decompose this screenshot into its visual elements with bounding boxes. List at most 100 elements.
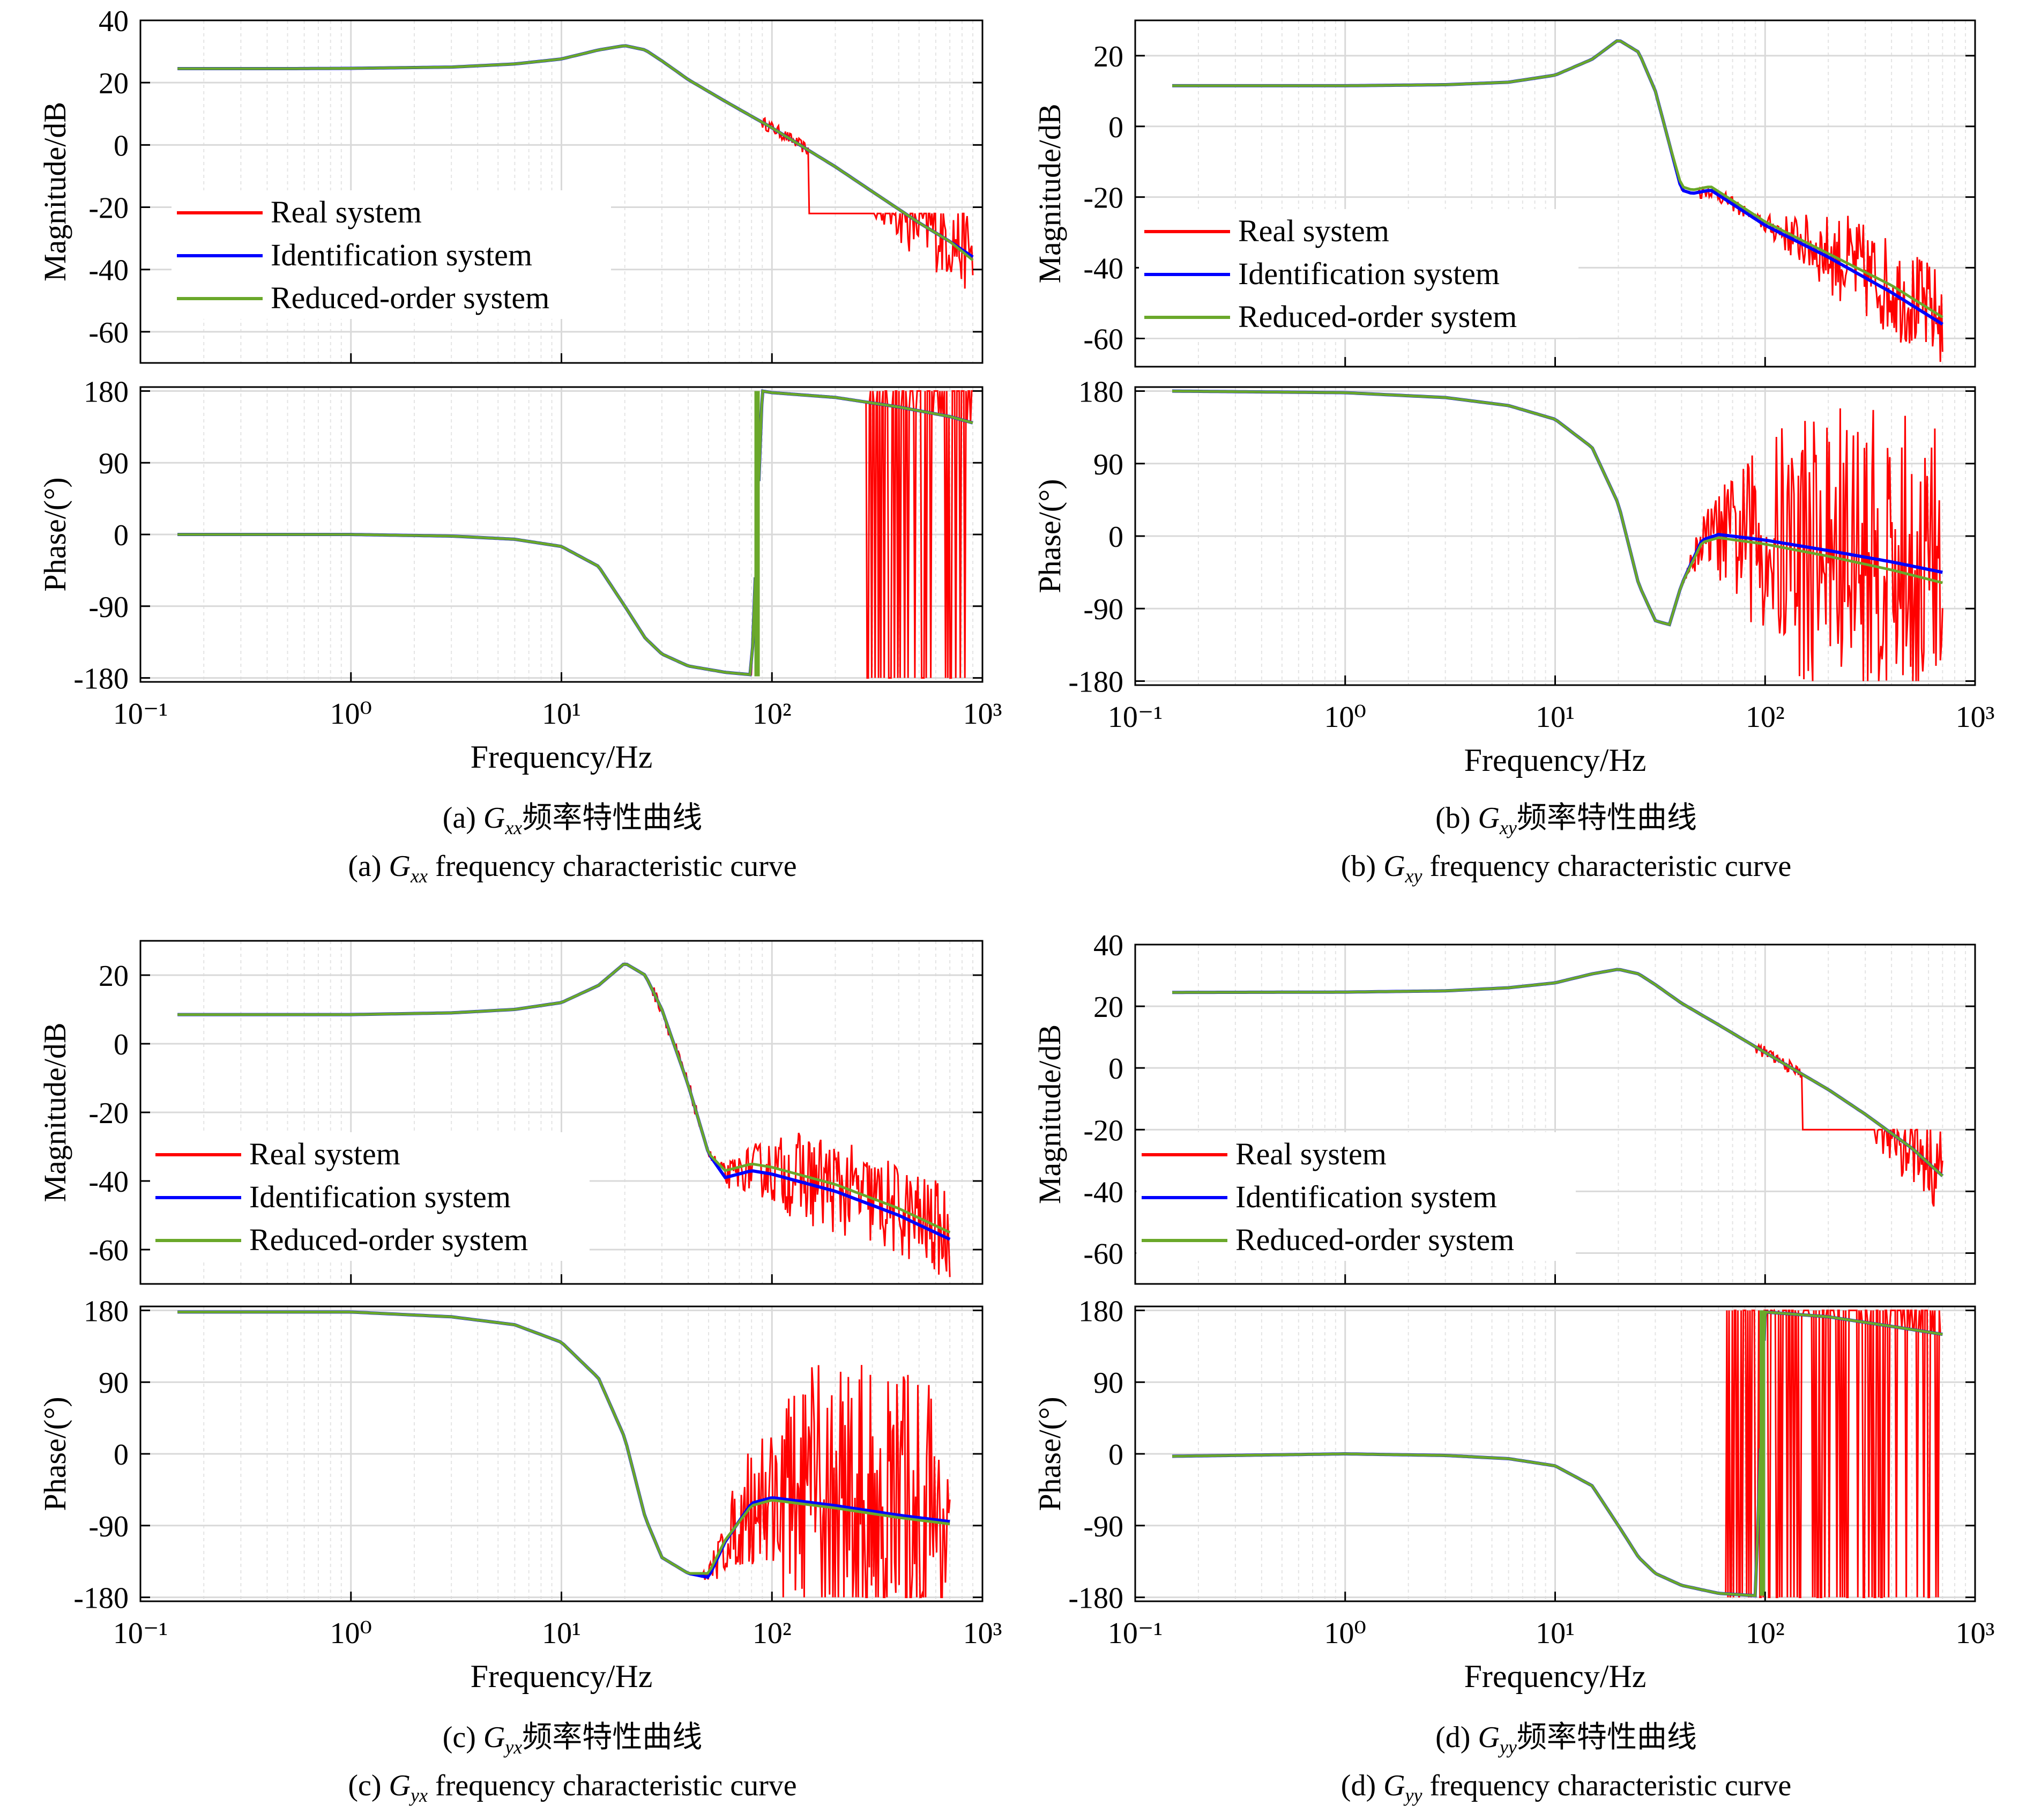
y-tick-label: -20	[88, 1097, 129, 1130]
y-tick-label: -90	[1083, 593, 1123, 626]
caption-b-symbol: Gxy	[1478, 801, 1517, 839]
x-tick-label: 10²	[1746, 1617, 1785, 1650]
legend-entry: Identification system	[1235, 1179, 1497, 1214]
x-tick-label: 10⁻¹	[1108, 1617, 1163, 1650]
y-tick-label: 90	[99, 1366, 129, 1400]
y-axis-label: Phase/(°)	[1032, 1396, 1067, 1511]
y-tick-label: -40	[88, 1165, 129, 1199]
x-tick-label: 10²	[753, 697, 792, 731]
x-tick-label: 10²	[753, 1617, 792, 1650]
x-tick-label: 10⁰	[1324, 701, 1366, 734]
x-tick-label: 10¹	[1536, 701, 1575, 734]
series-reduced-order-system-phase	[1172, 1310, 1943, 1598]
y-tick-label: 0	[114, 519, 129, 552]
plot-a-phase: 180 90 0 -90 -180 Phase/(°) 10⁻¹ 10⁰ 10¹ 10² 10³ Fr…	[38, 375, 1002, 775]
y-tick-label: -180	[73, 663, 129, 696]
plot-a-magnitude: 40 20 0 -20 -40 -60 Magnitude/dB Real system Ide…	[38, 5, 984, 364]
y-tick-label: 20	[1093, 991, 1123, 1024]
y-tick-label: 20	[99, 67, 129, 100]
caption-a-letter: (a)	[442, 801, 476, 835]
caption-a-cn: (a) Gxx频率特性曲线	[66, 793, 1079, 852]
caption-d-en: (d) Gyy frequency characteristic curve	[1340, 1769, 1792, 1807]
caption-c-cn: (c) Gyx频率特性曲线	[66, 1713, 1079, 1772]
caption-b-en: (b) Gxy frequency characteristic curve	[1340, 850, 1792, 887]
caption-c-cn-text: 频率特性曲线	[522, 1721, 703, 1754]
x-tick-label: 10⁰	[330, 697, 372, 731]
y-tick-label: -60	[1083, 1237, 1123, 1271]
x-tick-label: 10³	[1956, 1617, 1995, 1650]
y-tick-label: 180	[1078, 1295, 1123, 1328]
y-tick-label: 40	[1093, 929, 1123, 962]
y-tick-label: -40	[1083, 1176, 1123, 1209]
y-axis-label: Magnitude/dB	[38, 1022, 72, 1202]
y-tick-label: -60	[88, 316, 129, 350]
plot-b-magnitude: 20 0 -20 -40 -60 Magnitude/dB Real system Ident…	[1032, 19, 1976, 368]
legend-entry: Reduced-order system	[1238, 299, 1517, 334]
x-tick-label: 10³	[963, 697, 1002, 731]
legend-entry: Reduced-order system	[1235, 1222, 1514, 1257]
plot-c-phase: 180 90 0 -90 -180 Phase/(°) 10⁻¹ 10⁰ 10¹ 10² 10³ Fr…	[38, 1295, 1002, 1694]
x-tick-label: 10⁻¹	[113, 1617, 168, 1650]
x-tick-label: 10¹	[542, 1617, 581, 1650]
y-axis-label: Phase/(°)	[1032, 479, 1067, 593]
y-tick-label: 20	[99, 960, 129, 993]
y-tick-label: -90	[88, 591, 129, 624]
caption-a-symbol: Gxx	[483, 801, 523, 839]
plot-b-phase: 180 90 0 -90 -180 Phase/(°) 10⁻¹ 10⁰ 10¹ 10² 10³ Fr…	[1032, 376, 1994, 778]
y-tick-label: -20	[1083, 182, 1123, 215]
y-tick-label: -60	[88, 1234, 129, 1267]
y-tick-label: 180	[84, 375, 129, 408]
y-axis-label: Phase/(°)	[38, 477, 72, 591]
legend-d: Real system Identification system Reduced-…	[1136, 1132, 1576, 1261]
plot-c-magnitude: 20 0 -20 -40 -60 Magnitude/dB Real system Ident…	[38, 940, 984, 1285]
caption-a-en: (a) Gxx frequency characteristic curve	[348, 850, 797, 887]
y-tick-label: 90	[1093, 448, 1123, 481]
caption-a-en-text: frequency characteristic curve	[435, 850, 797, 883]
y-axis-label: Magnitude/dB	[38, 102, 72, 281]
legend-entry: Real system	[1238, 213, 1389, 248]
caption-c-symbol: Gyx	[483, 1721, 523, 1758]
y-axis-label: Magnitude/dB	[1032, 1024, 1067, 1204]
caption-d-cn: (d) Gyy频率特性曲线	[1060, 1713, 2026, 1772]
plot-d-magnitude: 40 20 0 -20 -40 -60 Magnitude/dB Real system Ide…	[1032, 929, 1976, 1285]
caption-b-cn: (b) Gxy频率特性曲线	[1060, 793, 2026, 852]
y-tick-label: 0	[1108, 521, 1123, 554]
caption-c-en-text: frequency characteristic curve	[435, 1769, 797, 1802]
caption-d-en-text: frequency characteristic curve	[1429, 1769, 1792, 1802]
legend-entry: Real system	[249, 1136, 400, 1171]
caption-c-en: (c) Gyx frequency characteristic curve	[348, 1769, 797, 1807]
x-tick-label: 10³	[963, 1617, 1002, 1650]
y-tick-label: -180	[1068, 1582, 1123, 1615]
y-tick-label: -60	[1083, 323, 1123, 356]
series-reduced-order-system-magnitude	[1172, 968, 1943, 1177]
caption-d-cn-text: 频率特性曲线	[1516, 1721, 1697, 1754]
x-axis-label: Frequency/Hz	[471, 739, 653, 775]
y-tick-label: -180	[1068, 665, 1123, 699]
y-tick-label: -40	[1083, 252, 1123, 285]
legend-entry: Reduced-order system	[271, 280, 549, 315]
x-tick-label: 10¹	[542, 697, 581, 731]
y-tick-label: 90	[1093, 1366, 1123, 1400]
series-reduced-order-system-phase	[177, 1310, 950, 1575]
y-tick-label: 0	[114, 1028, 129, 1061]
y-tick-label: 0	[1108, 1052, 1123, 1086]
y-tick-label: -20	[1083, 1114, 1123, 1147]
caption-c-letter: (c)	[442, 1721, 476, 1754]
x-tick-label: 10⁻¹	[1108, 701, 1163, 734]
y-tick-label: -20	[88, 192, 129, 225]
y-tick-label: -90	[88, 1510, 129, 1543]
y-tick-label: 180	[84, 1295, 129, 1328]
x-tick-label: 10⁻¹	[113, 697, 168, 731]
y-tick-label: 90	[99, 447, 129, 480]
x-tick-label: 10³	[1956, 701, 1995, 734]
caption-d-symbol: Gyy	[1478, 1721, 1517, 1758]
caption-b-letter: (b)	[1435, 801, 1471, 835]
series-reduced-order-system-magnitude	[177, 963, 951, 1234]
legend-entry: Identification system	[249, 1179, 511, 1214]
y-tick-label: 0	[1108, 111, 1123, 144]
y-tick-label: 0	[114, 1438, 129, 1472]
legend-a: Real system Identification system Reduced-…	[172, 190, 611, 319]
series-reduced-order-system-magnitude	[1172, 39, 1943, 318]
series-reduced-order-system-magnitude	[177, 44, 974, 262]
legend-b: Real system Identification system Reduced-…	[1139, 209, 1578, 338]
